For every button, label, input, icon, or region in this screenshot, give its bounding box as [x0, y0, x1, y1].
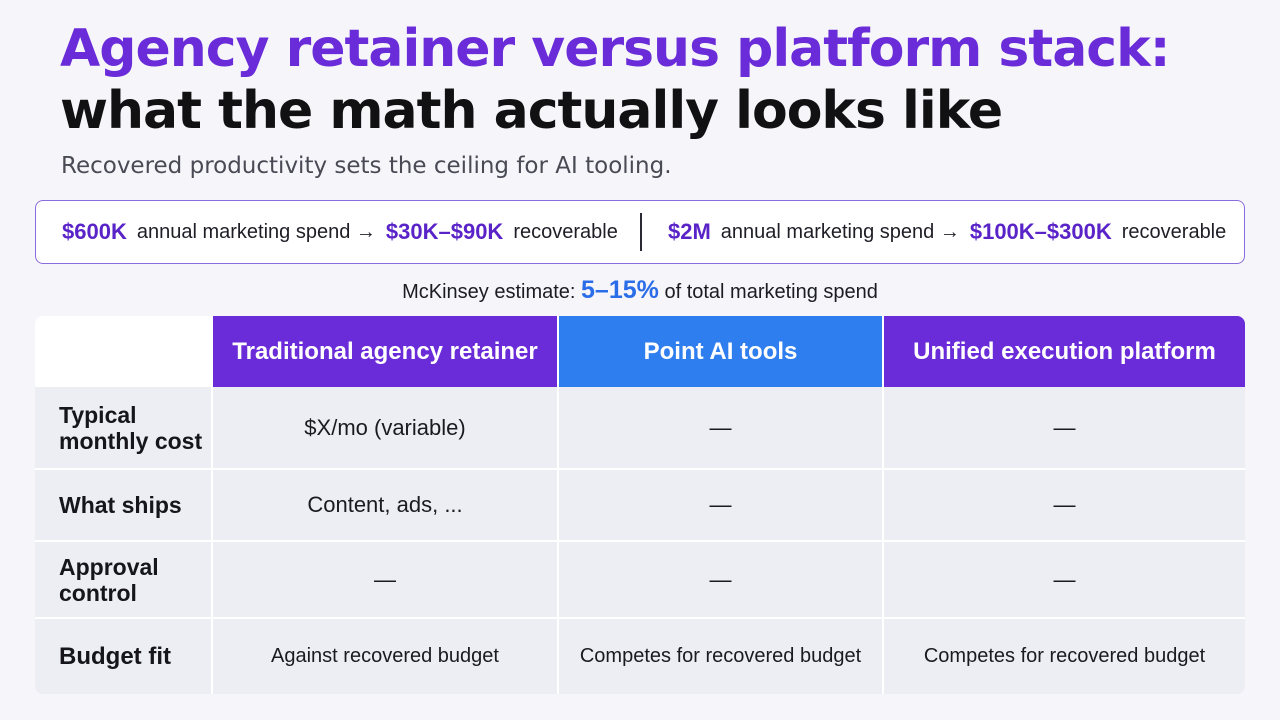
- banner-right-range-label: recoverable: [1121, 220, 1227, 243]
- banner-left-spend-label: annual marketing spend →: [136, 220, 376, 243]
- table-row: Typical monthly cost $X/mo (variable) — …: [35, 387, 1245, 470]
- row-label-what-ships: What ships: [35, 470, 213, 542]
- banner-left-range-label: recoverable: [513, 220, 618, 243]
- table-cell: Against recovered budget: [213, 619, 559, 694]
- header-point-ai-tools: Point AI tools: [559, 316, 884, 387]
- table-cell: $X/mo (variable): [213, 387, 559, 470]
- banner-right-spend-label: annual marketing spend →: [720, 220, 960, 243]
- note-prefix: McKinsey estimate:: [402, 281, 576, 303]
- title-line-2: what the math actually looks like: [60, 81, 1003, 141]
- banner-left-spend: $600K: [62, 219, 127, 244]
- table-cell: —: [884, 470, 1245, 542]
- mckinsey-note: McKinsey estimate: 5–15% of total market…: [0, 276, 1280, 305]
- table-cell: Content, ads, ...: [213, 470, 559, 542]
- note-suffix: of total marketing spend: [664, 281, 878, 303]
- table-cell: —: [559, 387, 884, 470]
- banner-2m: $2M annual marketing spend → $100K–$300K…: [642, 219, 1226, 245]
- table-header-row: Traditional agency retainer Point AI too…: [35, 316, 1245, 387]
- header-corner: [35, 316, 213, 387]
- spend-banner: $600K annual marketing spend → $30K–$90K…: [35, 200, 1245, 264]
- table-row: Approval control — — —: [35, 542, 1245, 619]
- header-unified-platform: Unified execution platform: [884, 316, 1245, 387]
- row-label-monthly-cost: Typical monthly cost: [35, 387, 213, 470]
- banner-600k: $600K annual marketing spend → $30K–$90K…: [36, 219, 640, 245]
- title-line-1: Agency retainer versus platform stack:: [60, 19, 1171, 79]
- table-row: Budget fit Against recovered budget Comp…: [35, 619, 1245, 694]
- header-agency-retainer: Traditional agency retainer: [213, 316, 559, 387]
- banner-right-range: $100K–$300K: [969, 219, 1112, 244]
- table-cell: —: [884, 542, 1245, 619]
- comparison-table: Traditional agency retainer Point AI too…: [35, 316, 1245, 694]
- note-percent: 5–15%: [581, 276, 659, 304]
- table-row: What ships Content, ads, ... — —: [35, 470, 1245, 542]
- banner-left-range: $30K–$90K: [385, 219, 504, 244]
- table-cell: Competes for recovered budget: [559, 619, 884, 694]
- table-cell: Competes for recovered budget: [884, 619, 1245, 694]
- row-label-budget-fit: Budget fit: [35, 619, 213, 694]
- table-cell: —: [559, 542, 884, 619]
- table-cell: —: [213, 542, 559, 619]
- row-label-approval-control: Approval control: [35, 542, 213, 619]
- banner-right-spend: $2M: [668, 219, 711, 244]
- table-cell: —: [559, 470, 884, 542]
- page-title: Agency retainer versus platform stack: w…: [60, 18, 1240, 142]
- subtitle: Recovered productivity sets the ceiling …: [61, 153, 672, 179]
- banner-divider: [640, 213, 642, 251]
- table-cell: —: [884, 387, 1245, 470]
